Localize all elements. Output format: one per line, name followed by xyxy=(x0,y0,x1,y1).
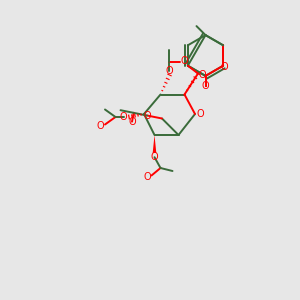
Polygon shape xyxy=(153,135,156,153)
Text: O: O xyxy=(143,110,151,121)
Text: O: O xyxy=(196,109,204,119)
Text: O: O xyxy=(143,172,151,182)
Text: O: O xyxy=(120,112,128,122)
Text: O: O xyxy=(202,81,209,92)
Text: O: O xyxy=(199,70,206,80)
Text: O: O xyxy=(97,121,104,131)
Text: O: O xyxy=(166,66,174,76)
Text: O: O xyxy=(151,152,158,163)
Text: O: O xyxy=(181,56,188,67)
Text: O: O xyxy=(128,117,136,127)
Text: O: O xyxy=(221,62,229,72)
